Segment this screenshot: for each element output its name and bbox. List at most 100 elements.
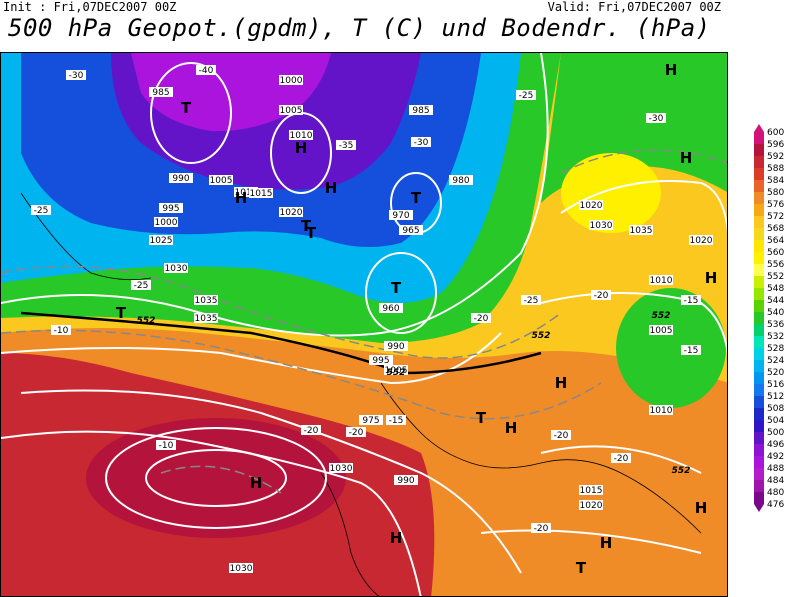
colorbar-swatch	[754, 324, 764, 336]
colorbar-swatch	[754, 252, 764, 264]
pressure-label: 1025	[150, 236, 173, 246]
temperature-label-bg	[591, 290, 611, 300]
weather-map[interactable]: 985 1000 1005 1010 990 995 1000 1005 1010 1015 102…	[0, 52, 728, 597]
pressure-label-bg	[389, 210, 413, 220]
colorbar-level-label: 560	[767, 248, 784, 258]
colorbar-swatch	[754, 480, 764, 492]
colorbar-swatch	[754, 408, 764, 420]
temperature-label: -30	[414, 138, 429, 148]
high-pressure-marker: H	[325, 179, 338, 197]
pressure-label: 1035	[195, 296, 218, 306]
colorbar-level-label: 568	[767, 224, 784, 234]
pressure-label: 1030	[590, 221, 613, 231]
pressure-label: 1020	[580, 501, 603, 511]
isobars	[1, 53, 727, 596]
temperature-label-bg	[516, 90, 536, 100]
pressure-label: 995	[372, 356, 389, 366]
temperature-label-bg	[681, 295, 701, 305]
pressure-label-bg	[194, 313, 218, 323]
pressure-label: 1010	[290, 131, 313, 141]
colorbar-level-label: 592	[767, 152, 784, 162]
pressure-label-bg	[579, 500, 603, 510]
colorbar-swatch	[754, 432, 764, 444]
colorbar-bottom-arrow	[754, 504, 764, 512]
pressure-label-bg	[169, 173, 193, 183]
pressure-label: 1005	[210, 176, 233, 186]
geopotential-label: 552	[137, 316, 156, 326]
pressure-label: 1035	[630, 226, 653, 236]
temperature-label: -20	[349, 428, 364, 438]
pressure-label-bg	[229, 563, 253, 573]
temperature-label-bg	[131, 280, 151, 290]
colorbar-swatch	[754, 396, 764, 408]
low-pressure-marker: T	[391, 279, 402, 297]
pressure-label: 1030	[230, 564, 253, 574]
pressure-label: 990	[397, 476, 414, 486]
coastline	[380, 382, 702, 534]
low-pressure-marker: T	[476, 409, 487, 427]
low-pressure-marker: T	[301, 217, 312, 235]
pressure-label-bg	[589, 220, 613, 230]
pressure-label-bg	[649, 405, 673, 415]
pressure-label: 1035	[195, 314, 218, 324]
pressure-label-bg	[159, 203, 183, 213]
pressure-label: 1030	[165, 264, 188, 274]
colorbar-swatch	[754, 372, 764, 384]
colorbar-level-label: 572	[767, 212, 784, 222]
pressure-label-bg	[154, 217, 178, 227]
temperature-label-bg	[66, 70, 86, 80]
temperature-label-bg	[611, 453, 631, 463]
pressure-label-bg	[164, 263, 188, 273]
temperature-label-bg	[346, 427, 366, 437]
pressure-label: 990	[172, 174, 189, 184]
pressure-label: 1020	[280, 208, 303, 218]
colorbar-level-label: 580	[767, 188, 784, 198]
temperature-label-bg	[646, 113, 666, 123]
pressure-label: 995	[162, 204, 179, 214]
pressure-label-bg	[289, 130, 313, 140]
geopotential-552-line	[20, 311, 542, 375]
colorbar-level-label: 588	[767, 164, 784, 174]
pressure-label: 1015	[250, 189, 273, 199]
colorbar-level-label: 532	[767, 332, 784, 342]
low-pressure-marker: T	[306, 224, 317, 242]
geopotential-label: 552	[387, 368, 406, 378]
low-pressure-marker: T	[116, 304, 127, 322]
temperature-label-bg	[336, 140, 356, 150]
colorbar-swatch	[754, 420, 764, 432]
pressure-label-bg	[399, 225, 423, 235]
temperature-label: -20	[534, 524, 549, 534]
colorbar-level-label: 556	[767, 260, 784, 270]
pressure-label-bg	[689, 235, 713, 245]
high-pressure-marker: H	[505, 419, 518, 437]
colorbar-level-label: 512	[767, 392, 784, 402]
pressure-label-bg	[149, 235, 173, 245]
pressure-label-bg	[279, 105, 303, 115]
colorbar-swatch	[754, 168, 764, 180]
colorbar-swatch	[754, 144, 764, 156]
high-pressure-marker: H	[250, 474, 263, 492]
pressure-label: 1000	[280, 76, 303, 86]
colorbar-level-label: 584	[767, 176, 784, 186]
colorbar-level-label: 492	[767, 452, 784, 462]
temperature-label: -25	[524, 296, 539, 306]
pressure-label-bg	[579, 200, 603, 210]
pressure-label-bg	[149, 87, 173, 97]
temperature-label: -35	[339, 141, 354, 151]
pressure-label-bg	[449, 175, 473, 185]
colorbar-swatch	[754, 228, 764, 240]
temperature-labels: -40 -30 -35 -30 -25 -25 -25 -20 -20 -15 -10 -10 -15 -…	[31, 65, 701, 534]
temperature-label-bg	[471, 313, 491, 323]
pressure-label: 965	[402, 226, 419, 236]
valid-time: Valid: Fri,07DEC2007 00Z	[547, 0, 721, 14]
colorbar-top-arrow	[754, 124, 764, 132]
pressure-label-bg	[649, 275, 673, 285]
temperature-label: -20	[304, 426, 319, 436]
colorbar-swatch	[754, 288, 764, 300]
pressure-label-bg	[359, 415, 383, 425]
pressure-label-bg	[279, 75, 303, 85]
colorbar-swatch	[754, 132, 764, 144]
colorbar-level-label: 536	[767, 320, 784, 330]
isotherms	[1, 149, 727, 494]
pressure-label: 1010	[650, 276, 673, 286]
